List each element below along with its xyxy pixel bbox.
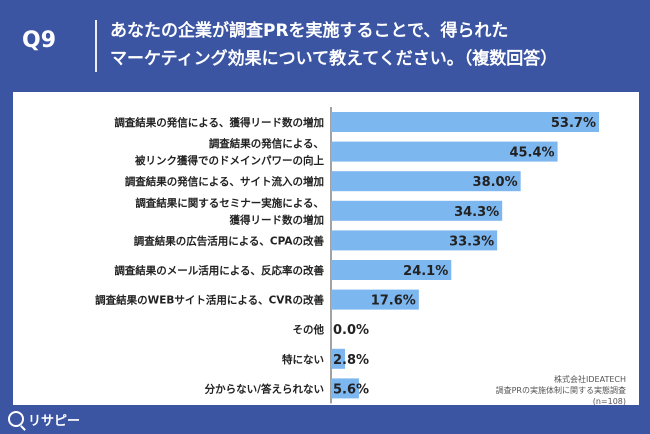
value-label-3: 34.3% xyxy=(454,205,499,220)
category-label-1-0: 調査結果の発信による、 xyxy=(209,137,324,150)
question-line-1: あなたの企業が調査PRを実施することで、得られた xyxy=(110,21,509,41)
source-sample-size: (n=108) xyxy=(592,397,626,406)
bar-2 xyxy=(331,171,521,192)
bar-5 xyxy=(331,260,452,280)
bar-9 xyxy=(331,378,359,399)
value-label-5: 24.1% xyxy=(403,264,448,279)
source-company: 株式会社IDEATECH xyxy=(554,375,626,384)
value-label-0: 53.7% xyxy=(551,116,596,131)
category-label-4-0: 調査結果の広告活用による、CPAの改善 xyxy=(134,234,325,247)
category-label-0-0: 調査結果の発信による、獲得リード数の増加 xyxy=(114,116,324,129)
value-label-4: 33.3% xyxy=(449,234,494,249)
category-label-3-1: 獲得リード数の増加 xyxy=(230,213,325,226)
source-note: 株式会社IDEATECH 調査PRの実施体制に関する実態調査 (n=108) xyxy=(396,374,626,407)
category-label-6-0: 調査結果のWEBサイト活用による、CVRの改善 xyxy=(95,294,324,307)
question-text: あなたの企業が調査PRを実施することで、得られた マーケティング効果について教え… xyxy=(110,17,640,73)
question-line-2: マーケティング効果について教えてください。（複数回答） xyxy=(110,49,558,69)
value-label-2: 38.0% xyxy=(473,175,518,190)
bar-4 xyxy=(331,230,498,251)
source-survey: 調査PRの実施体制に関する実態調査 xyxy=(495,386,626,395)
value-label-9: 5.6% xyxy=(333,382,369,397)
bar-8 xyxy=(331,348,345,369)
category-label-7-0: その他 xyxy=(293,323,325,336)
bar-0 xyxy=(331,112,599,132)
category-label-1-1: 被リンク獲得でのドメインパワーの向上 xyxy=(135,154,324,167)
question-number: Q9 xyxy=(22,28,57,53)
category-label-8-0: 特にない xyxy=(282,353,324,366)
brand-name: リサピー xyxy=(28,413,81,429)
value-label-6: 17.6% xyxy=(371,294,416,309)
category-label-9-0: 分からない/答えられない xyxy=(205,382,324,395)
magnifier-icon xyxy=(8,411,24,427)
bar-1 xyxy=(331,141,558,162)
value-label-8: 2.8% xyxy=(333,353,369,368)
category-label-3-0: 調査結果に関するセミナー実施による、 xyxy=(135,196,324,209)
bar-6 xyxy=(331,289,419,310)
value-label-1: 45.4% xyxy=(509,146,554,161)
value-label-7: 0.0% xyxy=(333,323,369,338)
category-label-5-0: 調査結果のメール活用による、反応率の改善 xyxy=(114,264,324,277)
category-label-2-0: 調査結果の発信による、サイト流入の増加 xyxy=(125,175,324,188)
bar-3 xyxy=(331,200,503,221)
header-divider xyxy=(95,20,97,72)
brand-logo: リサピー xyxy=(8,408,80,430)
question-header: Q9 あなたの企業が調査PRを実施することで、得られた マーケティング効果につい… xyxy=(0,0,650,90)
